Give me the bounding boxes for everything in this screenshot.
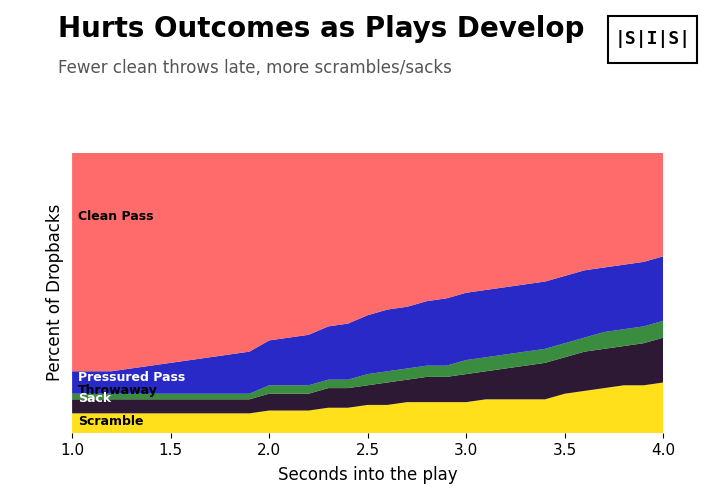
Text: Pressured Pass: Pressured Pass bbox=[78, 371, 185, 384]
Text: Sack: Sack bbox=[78, 393, 111, 405]
Bar bbox=[608, 16, 697, 63]
Y-axis label: Percent of Dropbacks: Percent of Dropbacks bbox=[45, 204, 63, 381]
Text: Scramble: Scramble bbox=[78, 415, 143, 428]
X-axis label: Seconds into the play: Seconds into the play bbox=[278, 466, 458, 484]
Text: Clean Pass: Clean Pass bbox=[78, 210, 154, 222]
Text: Fewer clean throws late, more scrambles/sacks: Fewer clean throws late, more scrambles/… bbox=[58, 59, 451, 77]
Text: Throwaway: Throwaway bbox=[78, 384, 158, 397]
Text: |S|I|S|: |S|I|S| bbox=[614, 31, 691, 48]
Text: Hurts Outcomes as Plays Develop: Hurts Outcomes as Plays Develop bbox=[58, 15, 584, 43]
